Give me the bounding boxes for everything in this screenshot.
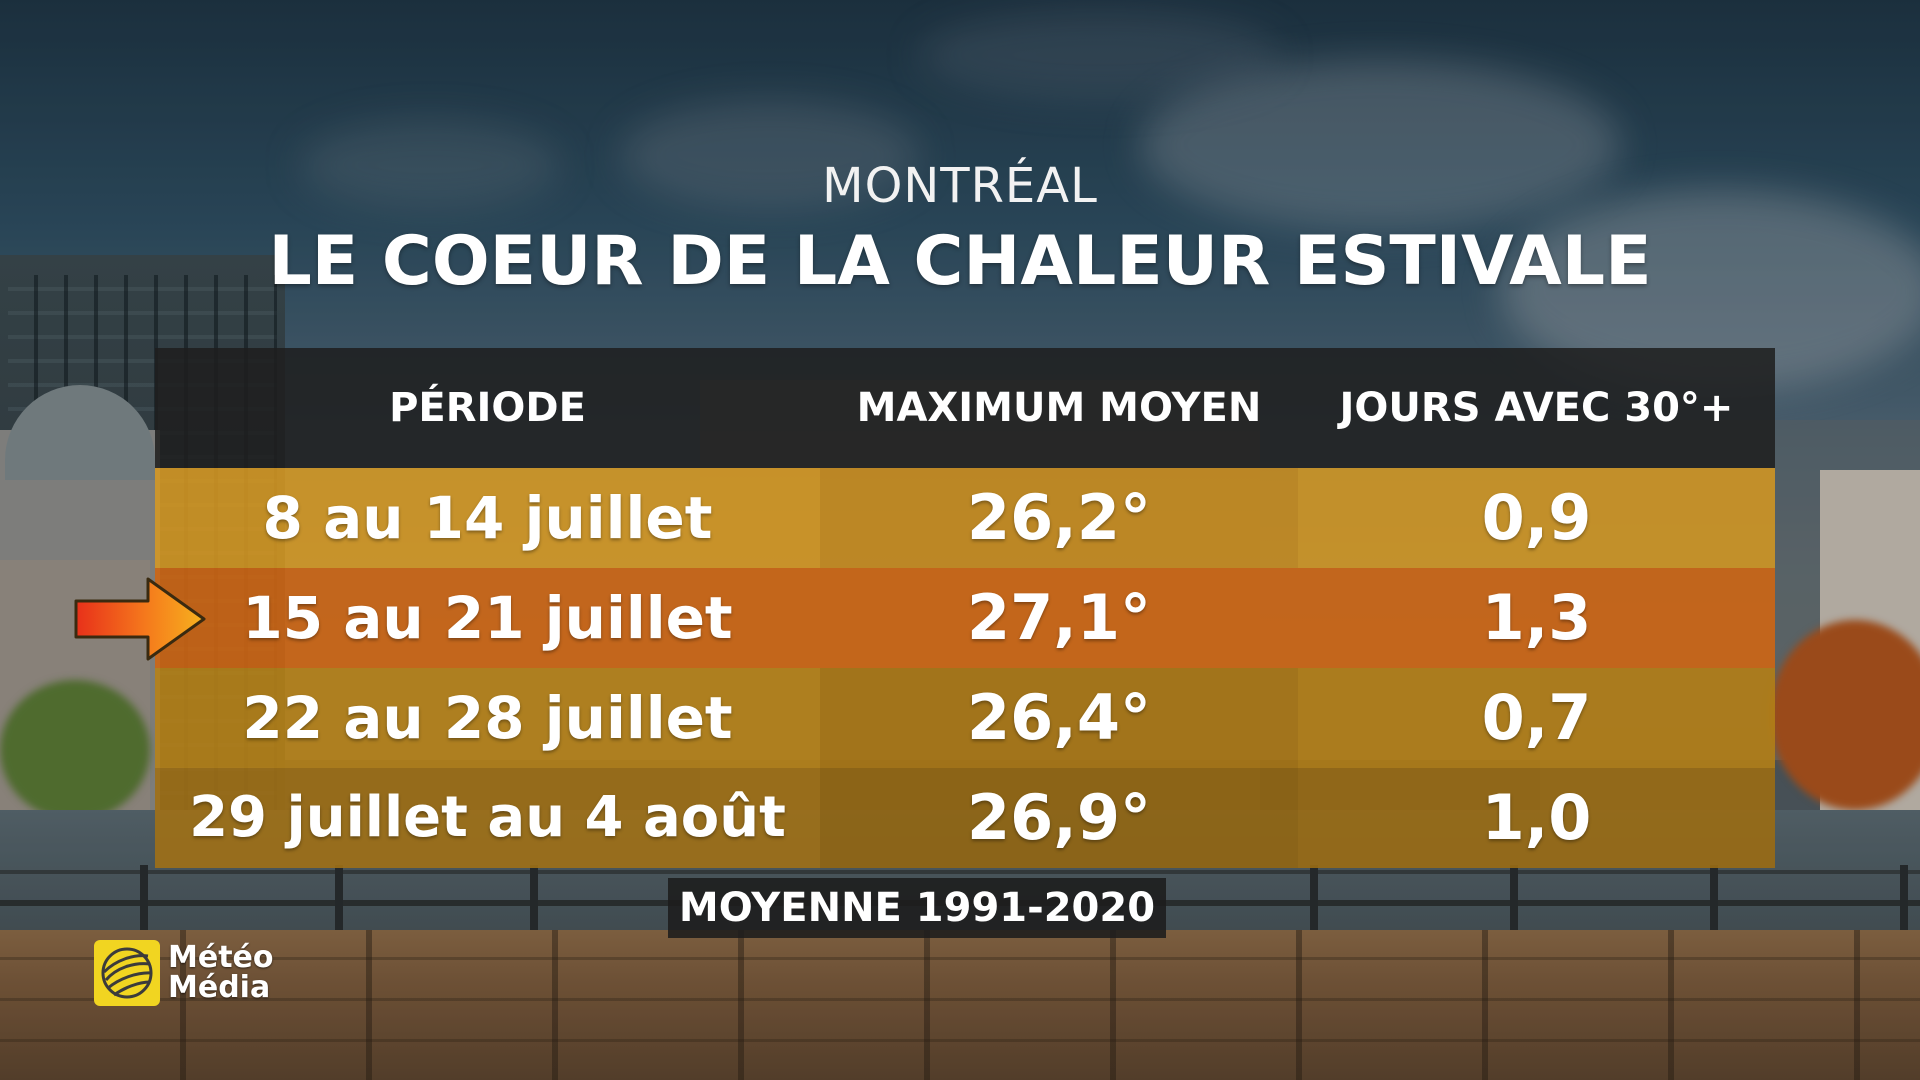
days-cell: 0,9 xyxy=(1298,468,1775,568)
logo-line1: Météo xyxy=(168,940,274,975)
max-cell: 26,2° xyxy=(820,468,1298,568)
table-header: PÉRIODE MAXIMUM MOYEN JOURS AVEC 30°+ xyxy=(155,348,1775,468)
max-cell: 26,4° xyxy=(820,668,1298,768)
tree xyxy=(0,680,150,820)
max-cell: 27,1° xyxy=(820,568,1298,668)
tree xyxy=(1770,620,1920,810)
column-header-period: PÉRIODE xyxy=(389,385,586,431)
cloud xyxy=(300,120,560,210)
table-row: 8 au 14 juillet 26,2° 0,9 xyxy=(155,468,1775,568)
column-header-days: JOURS AVEC 30°+ xyxy=(1339,385,1734,431)
railing-post xyxy=(1510,865,1518,935)
railing-post xyxy=(335,865,343,935)
page-title: LE COEUR DE LA CHALEUR ESTIVALE xyxy=(268,222,1652,301)
max-cell: 26,9° xyxy=(820,768,1298,868)
table-row: 29 juillet au 4 août 26,9° 1,0 xyxy=(155,768,1775,868)
days-cell: 0,7 xyxy=(1298,668,1775,768)
period-cell: 15 au 21 juillet xyxy=(155,568,820,668)
railing-post xyxy=(530,865,538,935)
period-cell: 29 juillet au 4 août xyxy=(155,768,820,868)
railing-post xyxy=(140,865,148,935)
stone-quay-wall xyxy=(0,930,1920,1080)
period-cell: 22 au 28 juillet xyxy=(155,668,820,768)
railing-post xyxy=(1310,865,1318,935)
table-row-highlighted: 15 au 21 juillet 27,1° 1,3 xyxy=(155,568,1775,668)
railing-post xyxy=(1900,865,1908,935)
logo-line2: Média xyxy=(168,970,271,1005)
days-cell: 1,0 xyxy=(1298,768,1775,868)
city-label: MONTRÉAL xyxy=(822,158,1098,214)
cloud xyxy=(1140,60,1620,230)
cloud xyxy=(920,10,1280,100)
table-row: 22 au 28 juillet 26,4° 0,7 xyxy=(155,668,1775,768)
days-cell: 1,3 xyxy=(1298,568,1775,668)
logo-wordmark: Météo Média xyxy=(168,943,274,1003)
period-cell: 8 au 14 juillet xyxy=(155,468,820,568)
meteomedia-logo: Météo Média xyxy=(94,940,274,1006)
arrow-right-icon xyxy=(74,577,206,661)
globe-icon xyxy=(94,940,160,1006)
climate-table: PÉRIODE MAXIMUM MOYEN JOURS AVEC 30°+ 8 … xyxy=(155,348,1775,868)
footnote-average-period: MOYENNE 1991-2020 xyxy=(668,878,1166,938)
column-header-max: MAXIMUM MOYEN xyxy=(856,385,1262,431)
railing-post xyxy=(1710,865,1718,935)
cloud xyxy=(620,100,920,210)
railing xyxy=(0,870,1920,874)
